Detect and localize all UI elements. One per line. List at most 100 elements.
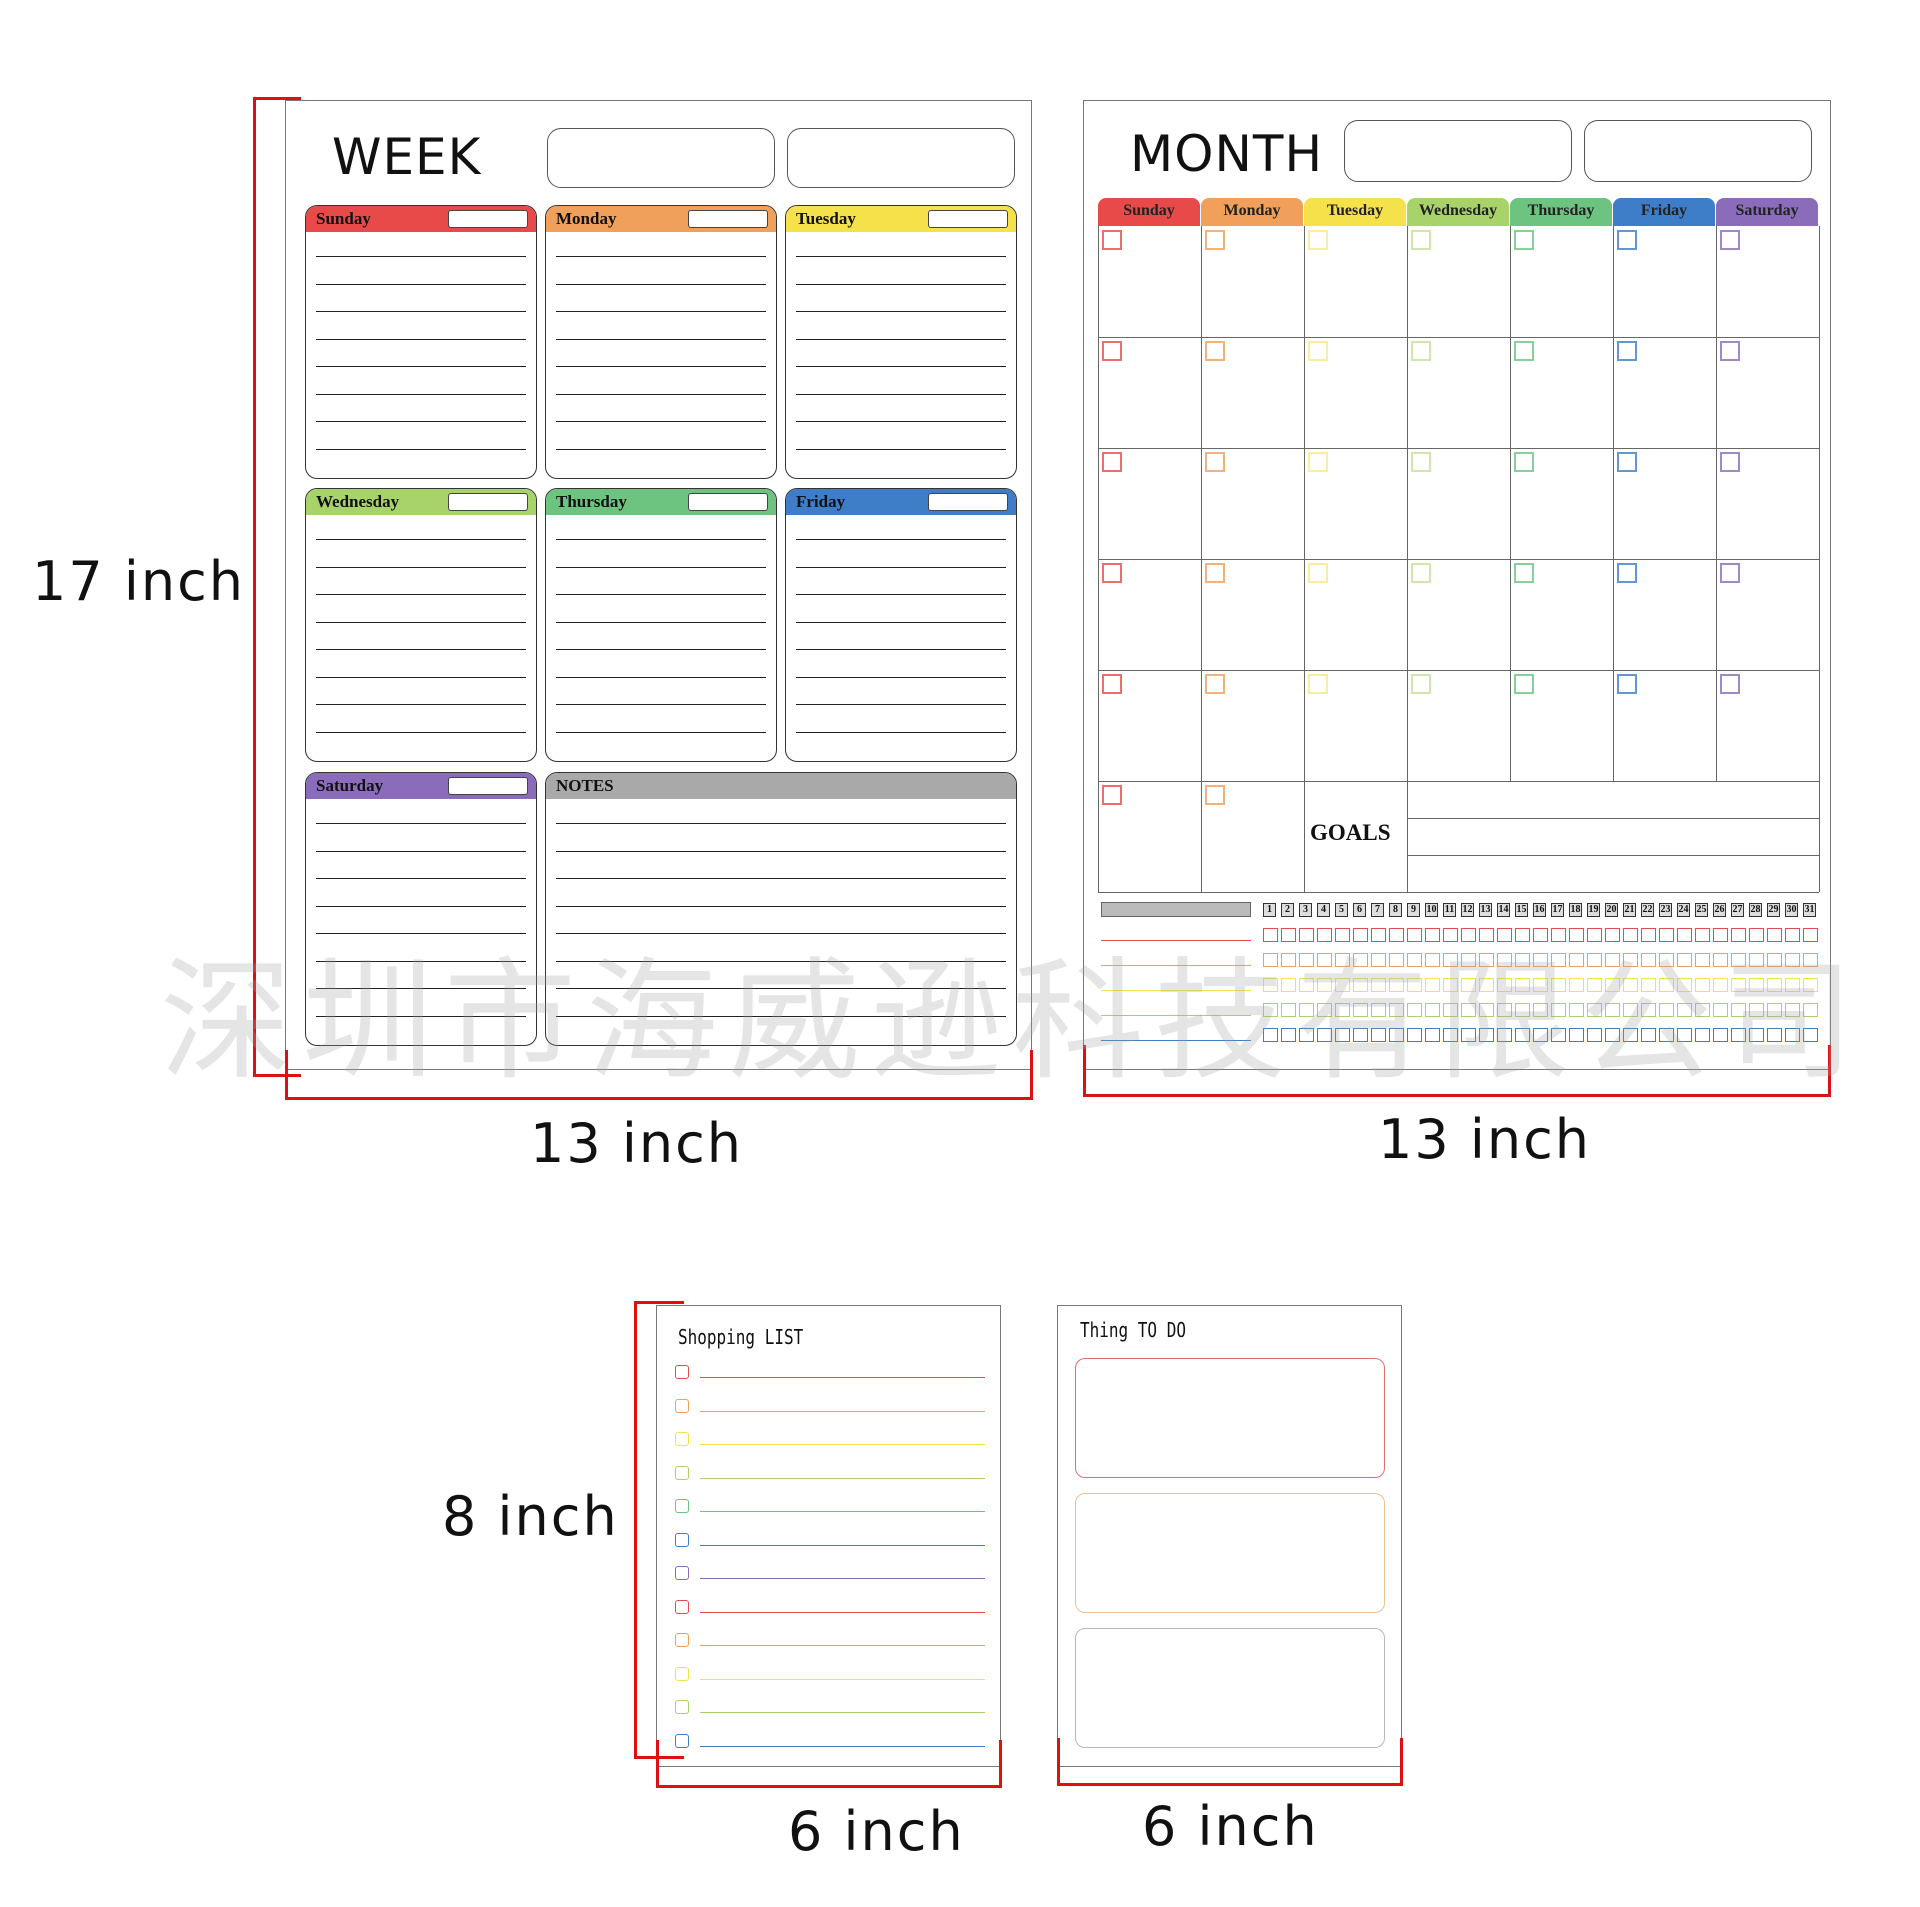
day-cell-checkbox[interactable]	[1720, 341, 1740, 361]
tracker-cell[interactable]	[1479, 1003, 1494, 1017]
tracker-cell[interactable]	[1353, 1028, 1368, 1042]
tracker-cell[interactable]	[1443, 1003, 1458, 1017]
tracker-cell[interactable]	[1425, 978, 1440, 992]
tracker-cell[interactable]	[1515, 1003, 1530, 1017]
tracker-cell[interactable]	[1551, 1003, 1566, 1017]
date-tag-box[interactable]	[688, 493, 768, 511]
tracker-cell[interactable]	[1443, 928, 1458, 942]
tracker-cell[interactable]	[1443, 953, 1458, 967]
tracker-cell[interactable]	[1533, 928, 1548, 942]
day-cell-checkbox[interactable]	[1411, 674, 1431, 694]
tracker-cell[interactable]	[1605, 953, 1620, 967]
day-cell-checkbox[interactable]	[1514, 452, 1534, 472]
tracker-cell[interactable]	[1299, 953, 1314, 967]
day-cell-checkbox[interactable]	[1205, 452, 1225, 472]
day-cell-checkbox[interactable]	[1102, 674, 1122, 694]
shopping-checkbox[interactable]	[675, 1633, 689, 1647]
tracker-cell[interactable]	[1569, 928, 1584, 942]
tracker-cell[interactable]	[1713, 1028, 1728, 1042]
month-date-box-2[interactable]	[1584, 120, 1812, 182]
tracker-cell[interactable]	[1695, 953, 1710, 967]
date-tag-box[interactable]	[448, 777, 528, 795]
tracker-cell[interactable]	[1443, 978, 1458, 992]
tracker-cell[interactable]	[1695, 1003, 1710, 1017]
tracker-cell[interactable]	[1587, 1003, 1602, 1017]
day-cell-checkbox[interactable]	[1411, 452, 1431, 472]
tracker-cell[interactable]	[1425, 928, 1440, 942]
tracker-cell[interactable]	[1749, 928, 1764, 942]
day-cell-checkbox[interactable]	[1514, 230, 1534, 250]
tracker-cell[interactable]	[1389, 1028, 1404, 1042]
tracker-cell[interactable]	[1605, 978, 1620, 992]
day-cell-checkbox[interactable]	[1720, 674, 1740, 694]
tracker-cell[interactable]	[1461, 1003, 1476, 1017]
tracker-cell[interactable]	[1353, 978, 1368, 992]
tracker-cell[interactable]	[1335, 1028, 1350, 1042]
day-cell-checkbox[interactable]	[1514, 563, 1534, 583]
tracker-cell[interactable]	[1677, 928, 1692, 942]
tracker-cell[interactable]	[1659, 978, 1674, 992]
tracker-cell[interactable]	[1281, 953, 1296, 967]
tracker-cell[interactable]	[1515, 928, 1530, 942]
shopping-checkbox[interactable]	[675, 1599, 689, 1614]
day-cell-checkbox[interactable]	[1102, 341, 1122, 361]
todo-box-3[interactable]	[1075, 1628, 1385, 1748]
tracker-cell[interactable]	[1461, 978, 1476, 992]
tracker-cell[interactable]	[1569, 978, 1584, 992]
tracker-cell[interactable]	[1263, 978, 1278, 992]
tracker-cell[interactable]	[1407, 953, 1422, 967]
tracker-cell[interactable]	[1677, 1028, 1692, 1042]
week-date-box-2[interactable]	[787, 128, 1015, 188]
tracker-cell[interactable]	[1623, 953, 1638, 967]
tracker-cell[interactable]	[1371, 1028, 1386, 1042]
shopping-checkbox[interactable]	[675, 1398, 689, 1413]
tracker-cell[interactable]	[1785, 1003, 1800, 1017]
tracker-cell[interactable]	[1281, 928, 1296, 942]
tracker-cell[interactable]	[1731, 978, 1746, 992]
tracker-cell[interactable]	[1407, 928, 1422, 942]
week-date-box-1[interactable]	[547, 128, 775, 188]
tracker-cell[interactable]	[1407, 1003, 1422, 1017]
tracker-cell[interactable]	[1713, 928, 1728, 942]
day-cell-checkbox[interactable]	[1411, 230, 1431, 250]
tracker-cell[interactable]	[1317, 1028, 1332, 1042]
tracker-cell[interactable]	[1749, 953, 1764, 967]
tracker-cell[interactable]	[1623, 928, 1638, 942]
day-cell-checkbox[interactable]	[1205, 674, 1225, 694]
todo-box-1[interactable]	[1075, 1358, 1385, 1478]
day-cell-checkbox[interactable]	[1514, 341, 1534, 361]
tracker-cell[interactable]	[1299, 1003, 1314, 1017]
tracker-cell[interactable]	[1353, 953, 1368, 967]
date-tag-box[interactable]	[928, 210, 1008, 228]
day-cell-checkbox[interactable]	[1617, 452, 1637, 472]
tracker-cell[interactable]	[1551, 928, 1566, 942]
tracker-cell[interactable]	[1677, 953, 1692, 967]
tracker-cell[interactable]	[1551, 953, 1566, 967]
tracker-cell[interactable]	[1317, 978, 1332, 992]
tracker-cell[interactable]	[1317, 953, 1332, 967]
tracker-cell[interactable]	[1335, 953, 1350, 967]
tracker-cell[interactable]	[1551, 978, 1566, 992]
date-tag-box[interactable]	[448, 210, 528, 228]
date-tag-box[interactable]	[688, 210, 768, 228]
tracker-cell[interactable]	[1335, 978, 1350, 992]
tracker-cell[interactable]	[1623, 1003, 1638, 1017]
tracker-cell[interactable]	[1641, 953, 1656, 967]
day-cell-checkbox[interactable]	[1617, 230, 1637, 250]
day-cell-checkbox[interactable]	[1617, 563, 1637, 583]
tracker-cell[interactable]	[1749, 1003, 1764, 1017]
tracker-cell[interactable]	[1299, 978, 1314, 992]
day-cell-checkbox[interactable]	[1308, 230, 1328, 250]
tracker-cell[interactable]	[1587, 978, 1602, 992]
tracker-cell[interactable]	[1623, 1028, 1638, 1042]
tracker-cell[interactable]	[1497, 978, 1512, 992]
shopping-checkbox[interactable]	[675, 1666, 689, 1681]
shopping-checkbox[interactable]	[675, 1499, 689, 1513]
tracker-cell[interactable]	[1443, 1028, 1458, 1042]
tracker-cell[interactable]	[1551, 1028, 1566, 1042]
shopping-checkbox[interactable]	[675, 1700, 689, 1714]
tracker-cell[interactable]	[1389, 953, 1404, 967]
day-cell-checkbox[interactable]	[1411, 563, 1431, 583]
tracker-cell[interactable]	[1389, 928, 1404, 942]
tracker-cell[interactable]	[1659, 953, 1674, 967]
